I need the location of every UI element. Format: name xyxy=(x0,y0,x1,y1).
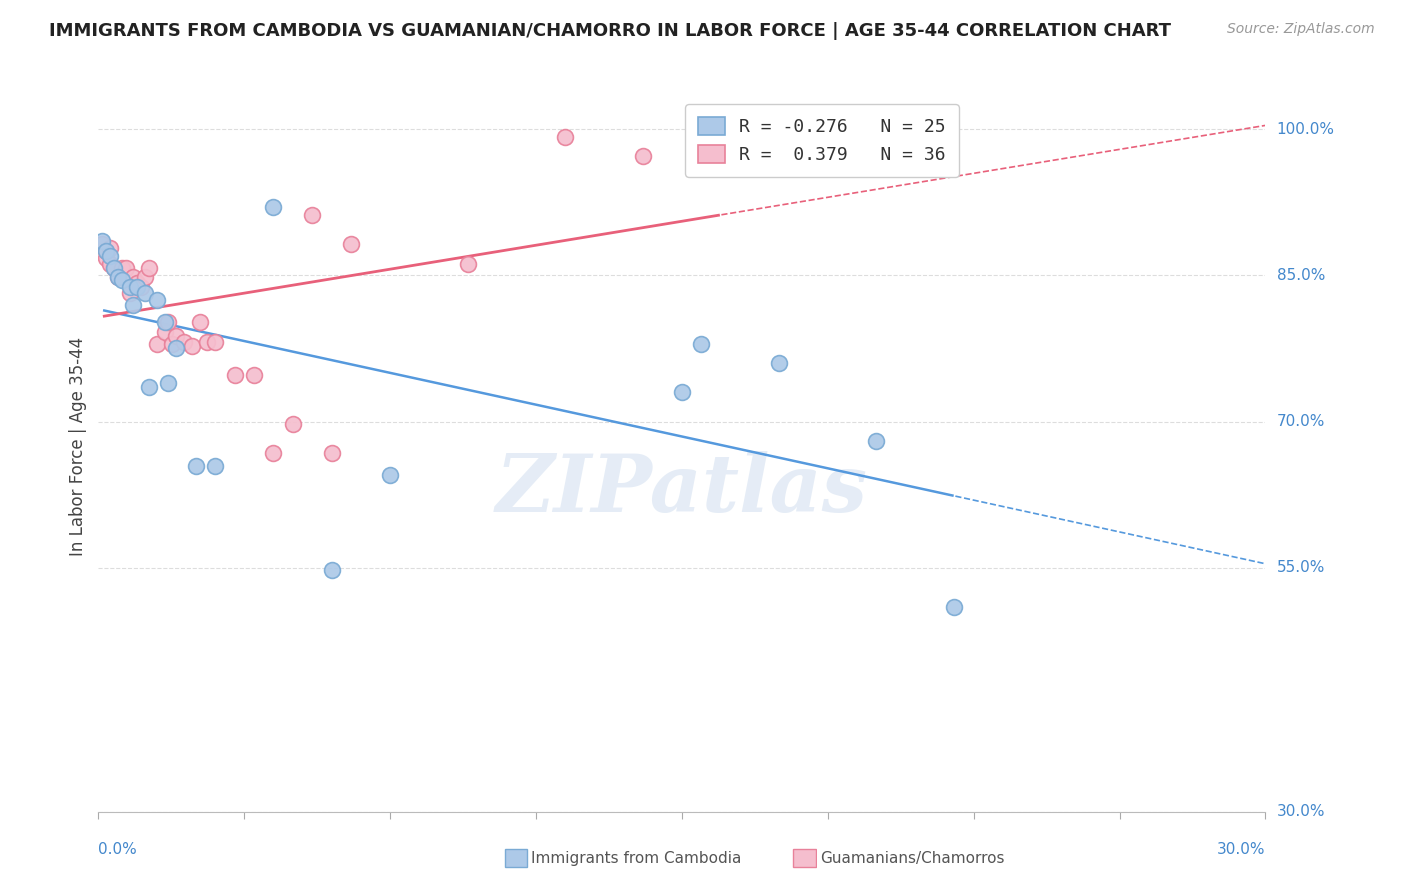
Point xyxy=(243,368,266,382)
Point xyxy=(671,385,693,400)
Point xyxy=(180,338,202,352)
Point xyxy=(111,273,134,287)
Text: 70.0%: 70.0% xyxy=(1277,414,1324,429)
Point xyxy=(146,293,169,307)
Point xyxy=(188,315,211,329)
Point xyxy=(96,251,118,265)
Point xyxy=(153,315,176,329)
Point xyxy=(98,241,121,255)
Point xyxy=(118,285,141,300)
Point xyxy=(224,368,246,382)
Point xyxy=(103,260,125,275)
Point xyxy=(122,297,145,311)
Point xyxy=(865,434,887,449)
Point xyxy=(98,257,121,271)
Point xyxy=(91,234,114,248)
Point xyxy=(380,468,402,483)
Text: 100.0%: 100.0% xyxy=(1277,121,1334,136)
Point xyxy=(195,334,218,349)
Point xyxy=(122,270,145,285)
Point xyxy=(321,446,343,460)
Point xyxy=(165,328,187,343)
Point xyxy=(138,260,160,275)
Point xyxy=(107,270,129,285)
Point xyxy=(129,280,152,294)
Point xyxy=(768,356,790,370)
Point xyxy=(127,276,149,290)
Point xyxy=(118,280,141,294)
Point xyxy=(103,260,125,275)
Point xyxy=(690,336,713,351)
Point xyxy=(184,458,207,473)
Point xyxy=(107,270,129,285)
Point xyxy=(457,257,479,271)
Point xyxy=(281,417,304,431)
Point xyxy=(165,342,187,356)
Text: Immigrants from Cambodia: Immigrants from Cambodia xyxy=(531,851,742,865)
Point xyxy=(262,446,284,460)
Point xyxy=(138,380,160,394)
Text: 55.0%: 55.0% xyxy=(1277,560,1324,575)
Point xyxy=(710,161,733,175)
Point xyxy=(157,315,180,329)
Y-axis label: In Labor Force | Age 35-44: In Labor Force | Age 35-44 xyxy=(69,336,87,556)
Text: 30.0%: 30.0% xyxy=(1218,842,1265,857)
Text: ZIPatlas: ZIPatlas xyxy=(496,451,868,529)
Point xyxy=(134,270,156,285)
FancyBboxPatch shape xyxy=(793,849,815,867)
Point xyxy=(91,237,114,252)
Text: 0.0%: 0.0% xyxy=(98,842,138,857)
Point xyxy=(96,244,118,258)
Point xyxy=(340,237,363,252)
FancyBboxPatch shape xyxy=(505,849,527,867)
Point xyxy=(262,200,284,214)
Point xyxy=(114,260,136,275)
Point xyxy=(554,129,576,144)
Point xyxy=(127,280,149,294)
Point xyxy=(111,260,134,275)
Point xyxy=(134,285,156,300)
Point xyxy=(96,244,118,258)
Point xyxy=(153,325,176,339)
Point xyxy=(321,563,343,577)
Point xyxy=(157,376,180,390)
Text: 85.0%: 85.0% xyxy=(1277,268,1324,283)
Point xyxy=(943,599,966,614)
Point xyxy=(631,149,654,163)
Point xyxy=(204,458,226,473)
Point xyxy=(98,249,121,263)
Text: Source: ZipAtlas.com: Source: ZipAtlas.com xyxy=(1227,22,1375,37)
Point xyxy=(162,336,184,351)
Text: IMMIGRANTS FROM CAMBODIA VS GUAMANIAN/CHAMORRO IN LABOR FORCE | AGE 35-44 CORREL: IMMIGRANTS FROM CAMBODIA VS GUAMANIAN/CH… xyxy=(49,22,1171,40)
Text: 30.0%: 30.0% xyxy=(1277,805,1324,819)
Point xyxy=(146,336,169,351)
Point xyxy=(301,208,323,222)
Legend: R = -0.276   N = 25, R =  0.379   N = 36: R = -0.276 N = 25, R = 0.379 N = 36 xyxy=(685,104,959,177)
Point xyxy=(173,334,195,349)
Text: Guamanians/Chamorros: Guamanians/Chamorros xyxy=(820,851,1004,865)
Point xyxy=(204,334,226,349)
